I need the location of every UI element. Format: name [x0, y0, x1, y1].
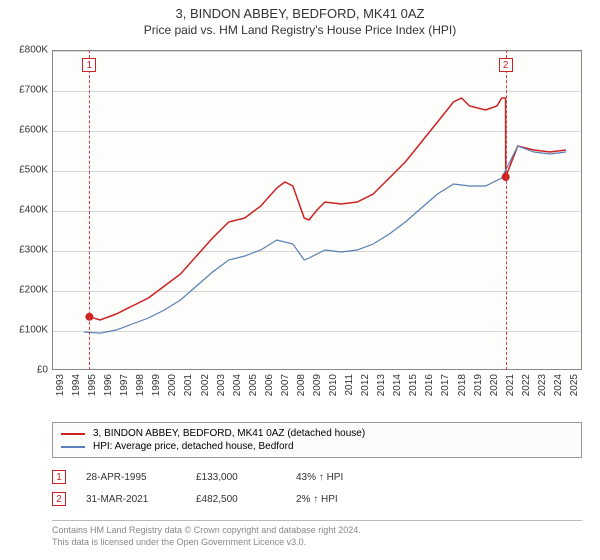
x-axis-label: 2002 [200, 374, 211, 396]
x-axis-label: 2010 [328, 374, 339, 396]
x-axis-label: 2019 [473, 374, 484, 396]
x-axis-label: 2009 [312, 374, 323, 396]
footer-attribution: Contains HM Land Registry data © Crown c… [52, 520, 582, 548]
y-axis-label: £600K [6, 125, 48, 136]
x-axis-label: 2004 [232, 374, 243, 396]
x-axis-label: 2008 [296, 374, 307, 396]
event-price: £133,000 [196, 472, 276, 483]
x-axis-label: 2024 [553, 374, 564, 396]
chart-container: 3, BINDON ABBEY, BEDFORD, MK41 0AZ Price… [0, 0, 600, 560]
y-axis-label: £0 [6, 365, 48, 376]
y-axis-label: £100K [6, 325, 48, 336]
event-trend: 2% ↑ HPI [296, 494, 386, 505]
legend-swatch [61, 446, 85, 448]
event-price: £482,500 [196, 494, 276, 505]
legend-item: HPI: Average price, detached house, Bedf… [61, 440, 573, 453]
x-axis-label: 2001 [183, 374, 194, 396]
y-axis-label: £500K [6, 165, 48, 176]
series-hpi [84, 146, 566, 333]
title-block: 3, BINDON ABBEY, BEDFORD, MK41 0AZ Price… [0, 0, 600, 37]
event-date: 28-APR-1995 [86, 472, 176, 483]
x-axis-label: 2011 [344, 374, 355, 396]
footer-line-2: This data is licensed under the Open Gov… [52, 537, 582, 549]
legend: 3, BINDON ABBEY, BEDFORD, MK41 0AZ (deta… [52, 422, 582, 458]
x-axis-label: 2022 [521, 374, 532, 396]
y-axis-label: £700K [6, 85, 48, 96]
event-marker-line [506, 50, 507, 370]
event-number-box: 1 [52, 470, 66, 484]
event-row: 2 31-MAR-2021 £482,500 2% ↑ HPI [52, 488, 582, 510]
x-axis-label: 2005 [248, 374, 259, 396]
chart-area: £0£100K£200K£300K£400K£500K£600K£700K£80… [52, 50, 582, 370]
series-property [89, 98, 566, 320]
event-marker-line [89, 50, 90, 370]
x-axis-label: 1994 [71, 374, 82, 396]
x-axis-label: 1997 [119, 374, 130, 396]
legend-label: 3, BINDON ABBEY, BEDFORD, MK41 0AZ (deta… [93, 428, 365, 439]
event-marker-box: 1 [82, 58, 96, 72]
x-axis-label: 2023 [537, 374, 548, 396]
chart-subtitle: Price paid vs. HM Land Registry's House … [0, 23, 600, 37]
event-date: 31-MAR-2021 [86, 494, 176, 505]
x-axis-label: 1993 [55, 374, 66, 396]
x-axis-label: 2000 [167, 374, 178, 396]
x-axis-label: 2020 [489, 374, 500, 396]
x-axis-label: 2016 [424, 374, 435, 396]
x-axis-label: 2025 [569, 374, 580, 396]
x-axis-label: 2013 [376, 374, 387, 396]
event-number-box: 2 [52, 492, 66, 506]
x-axis-label: 2012 [360, 374, 371, 396]
y-axis-label: £400K [6, 205, 48, 216]
x-axis-label: 2017 [440, 374, 451, 396]
x-axis-label: 1999 [151, 374, 162, 396]
chart-title: 3, BINDON ABBEY, BEDFORD, MK41 0AZ [0, 6, 600, 21]
event-row: 1 28-APR-1995 £133,000 43% ↑ HPI [52, 466, 582, 488]
x-axis-label: 2003 [216, 374, 227, 396]
x-axis-label: 2021 [505, 374, 516, 396]
footer-line-1: Contains HM Land Registry data © Crown c… [52, 525, 582, 537]
event-trend: 43% ↑ HPI [296, 472, 386, 483]
y-axis-label: £800K [6, 45, 48, 56]
x-axis-label: 1998 [135, 374, 146, 396]
x-axis-label: 2018 [457, 374, 468, 396]
y-axis-label: £300K [6, 245, 48, 256]
x-axis-label: 1996 [103, 374, 114, 396]
legend-label: HPI: Average price, detached house, Bedf… [93, 441, 294, 452]
events-table: 1 28-APR-1995 £133,000 43% ↑ HPI 2 31-MAR-202… [52, 466, 582, 510]
chart-lines [52, 50, 582, 370]
y-axis-label: £200K [6, 285, 48, 296]
x-axis-label: 2006 [264, 374, 275, 396]
x-axis-label: 2015 [408, 374, 419, 396]
x-axis-label: 2007 [280, 374, 291, 396]
x-axis-label: 2014 [392, 374, 403, 396]
legend-swatch [61, 433, 85, 435]
x-axis-label: 1995 [87, 374, 98, 396]
legend-item: 3, BINDON ABBEY, BEDFORD, MK41 0AZ (deta… [61, 427, 573, 440]
event-marker-box: 2 [499, 58, 513, 72]
